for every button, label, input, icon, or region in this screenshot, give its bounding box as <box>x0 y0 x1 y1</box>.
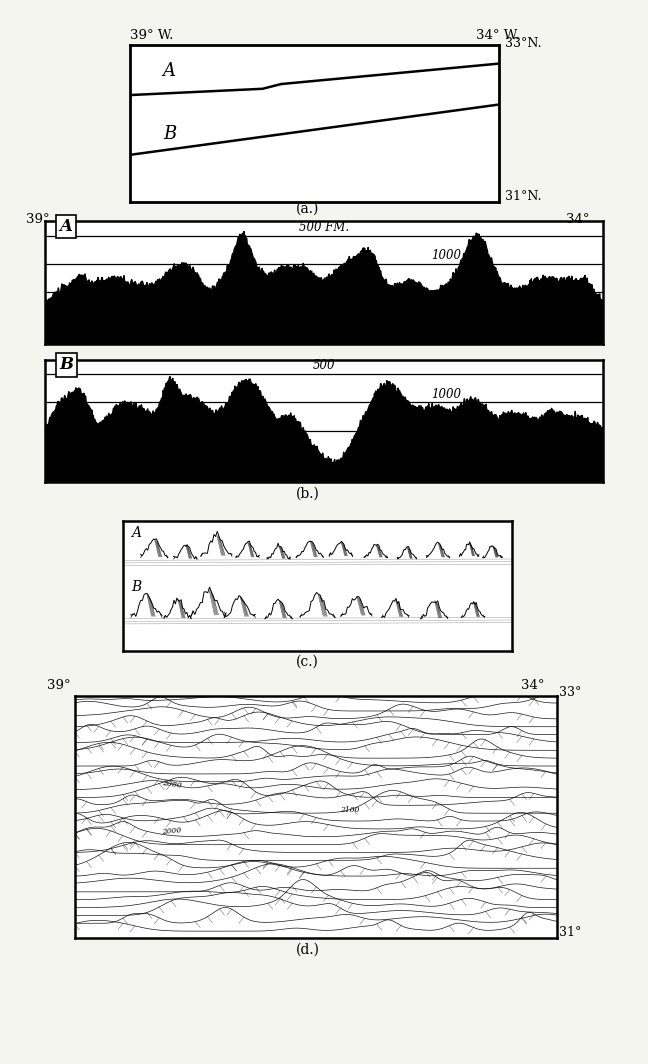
Text: 2100: 2100 <box>340 807 360 814</box>
Text: 34° W.: 34° W. <box>476 30 520 43</box>
Text: 500 FM.: 500 FM. <box>299 221 349 234</box>
Text: B: B <box>60 356 73 373</box>
Text: 2000: 2000 <box>161 827 181 836</box>
Text: A: A <box>60 218 72 235</box>
Text: (c.): (c.) <box>296 655 319 669</box>
Text: 500: 500 <box>313 360 335 372</box>
Text: 33°: 33° <box>559 686 581 699</box>
Text: 39°: 39° <box>26 214 49 227</box>
Text: A: A <box>163 62 176 80</box>
Text: (a.): (a.) <box>296 202 319 216</box>
Text: B: B <box>163 126 176 144</box>
Text: 31°N.: 31°N. <box>505 190 542 203</box>
Text: (d.): (d.) <box>295 943 320 957</box>
Text: 1000: 1000 <box>432 249 461 263</box>
Text: 1500: 1500 <box>465 278 495 290</box>
Text: 39°: 39° <box>47 680 71 693</box>
Text: 33°N.: 33°N. <box>505 37 542 50</box>
Text: A: A <box>131 526 141 539</box>
Text: 39° W.: 39° W. <box>130 30 173 43</box>
Text: 2000: 2000 <box>161 780 182 791</box>
Text: (b.): (b.) <box>296 487 319 501</box>
Text: 34°: 34° <box>566 214 590 227</box>
Text: 1000: 1000 <box>432 387 461 401</box>
Text: 34°: 34° <box>521 680 544 693</box>
Text: 1500: 1500 <box>465 416 495 429</box>
Text: 31°: 31° <box>559 927 581 940</box>
Text: B: B <box>131 581 141 595</box>
